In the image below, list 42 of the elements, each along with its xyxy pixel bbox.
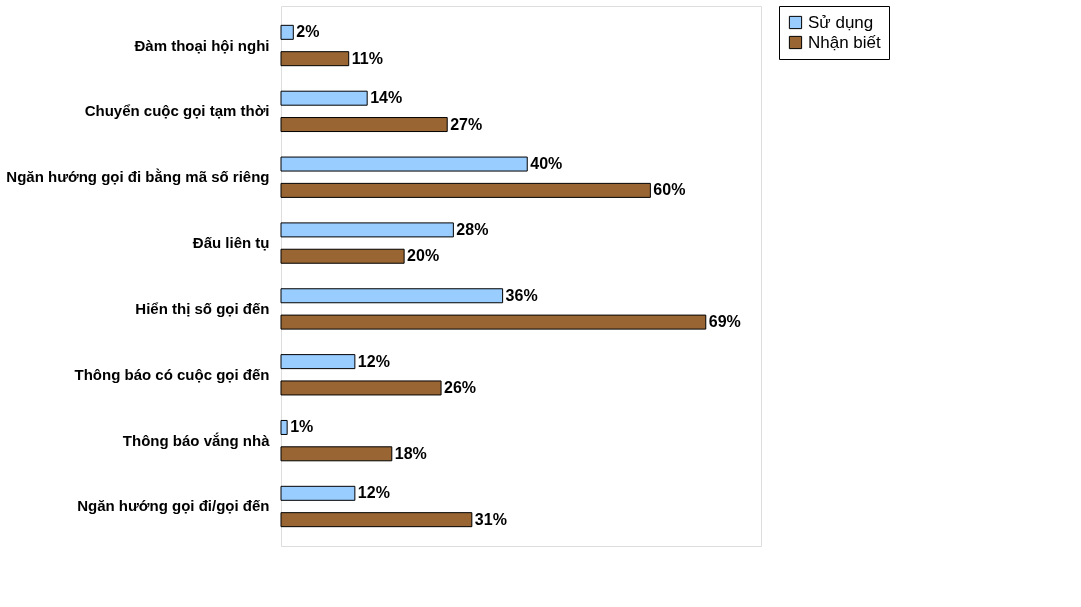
data-label: 11% (351, 49, 383, 67)
data-label: 69% (708, 313, 741, 331)
y-tick-label: Ngăn hướng gọi đi/gọi đến (77, 497, 270, 515)
data-label: 31% (474, 510, 507, 528)
bar (280, 485, 356, 501)
data-label: 18% (394, 444, 427, 462)
data-label: 28% (456, 220, 489, 238)
data-label: 2% (296, 23, 320, 41)
data-label: 40% (530, 155, 563, 173)
bar (280, 446, 393, 462)
bar (280, 419, 288, 435)
y-tick-label: Thông báo vắng nhà (122, 431, 271, 449)
data-label: 14% (370, 89, 403, 107)
bar (280, 512, 473, 528)
y-tick-label: Đấu liên tụ (192, 234, 270, 252)
data-label: 20% (407, 247, 440, 265)
data-label: 60% (653, 181, 686, 199)
data-label: 12% (357, 484, 390, 502)
data-label: 26% (444, 378, 477, 396)
bar (280, 248, 405, 264)
bar (280, 156, 528, 172)
data-label: 12% (357, 352, 390, 370)
data-label: 27% (450, 115, 483, 133)
data-label: 36% (505, 286, 538, 304)
bar (280, 117, 448, 133)
data-label: 1% (290, 418, 314, 436)
y-tick-label: Chuyển cuộc gọi tạm thời (84, 102, 270, 120)
legend-label: Nhận biết (808, 32, 882, 52)
bar (280, 90, 368, 106)
y-tick-label: Hiển thị số gọi đến (135, 299, 270, 317)
legend-label: Sử dụng (808, 12, 874, 32)
bar (280, 222, 454, 238)
bar (280, 288, 504, 304)
y-tick-label: Ngăn hướng gọi đi bằng mã số riêng (6, 168, 270, 186)
bar (280, 24, 294, 40)
bar (280, 380, 442, 396)
bar (280, 182, 651, 198)
bar (280, 314, 707, 330)
y-tick-label: Đàm thoại hội nghi (134, 36, 270, 54)
bar (280, 354, 356, 370)
y-tick-label: Thông báo có cuộc gọi đến (74, 365, 270, 383)
bar (280, 51, 350, 67)
